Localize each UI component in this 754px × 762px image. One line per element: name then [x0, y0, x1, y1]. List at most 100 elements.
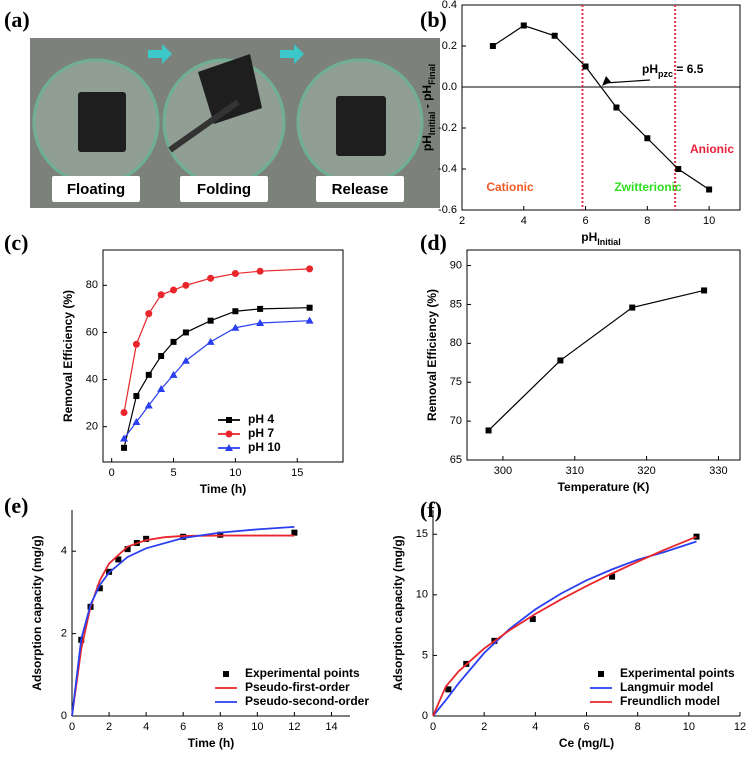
x-tick-label: 6: [582, 215, 588, 227]
marker: [132, 417, 141, 425]
marker: [144, 401, 153, 409]
marker: [706, 186, 713, 193]
marker: [445, 686, 452, 693]
marker: [291, 529, 298, 536]
marker: [207, 317, 214, 324]
caption: Folding: [197, 181, 251, 198]
marker: [120, 409, 128, 417]
y-tick-label: 85: [450, 298, 462, 310]
x-tick-label: 15: [291, 467, 303, 479]
y-tick-label: 0: [422, 710, 428, 722]
axis-label: pHInitial: [581, 230, 621, 247]
marker: [256, 319, 265, 327]
label-part: pH: [420, 135, 434, 151]
marker: [551, 32, 558, 39]
y-tick-label: 65: [450, 454, 462, 466]
axis-label: pHInitial - pHFinal: [420, 64, 437, 151]
frame: [461, 4, 741, 211]
region-label: Zwitterionic: [614, 180, 682, 194]
legend-entry: pH 10: [248, 440, 281, 454]
series-line: [123, 320, 310, 439]
marker: [207, 274, 215, 282]
axis-label: Time (h): [200, 482, 246, 496]
label-part: Adsorption capacity (mg/g): [30, 535, 44, 690]
panel-label: (e): [4, 493, 28, 518]
label-part: Initial: [597, 237, 621, 247]
marker: [256, 267, 264, 275]
y-tick-label: 80: [86, 279, 98, 291]
y-tick-label: 0.0: [442, 81, 457, 93]
series-line: [488, 289, 705, 431]
caption-box: [316, 176, 404, 202]
axis-label: Temperature (K): [558, 480, 650, 494]
series-line: [432, 535, 697, 717]
y-tick-label: 0: [61, 710, 67, 722]
label-part: Initial: [427, 112, 437, 136]
marker: [529, 616, 536, 623]
x-tick-label: 320: [637, 465, 655, 477]
y-tick-label: -0.4: [438, 163, 457, 175]
frame: [102, 249, 344, 463]
marker: [170, 338, 177, 345]
marker: [121, 444, 128, 451]
marker: [675, 166, 682, 172]
marker: [145, 310, 153, 318]
y-tick-label: 10: [416, 589, 428, 601]
marker: [182, 281, 190, 289]
panel-label: (f): [420, 497, 442, 522]
marker: [257, 305, 264, 312]
x-tick-label: 4: [521, 215, 527, 227]
series-line: [71, 525, 295, 717]
panel-label: (c): [4, 230, 28, 255]
label-part: Adsorption capacity (mg/g): [391, 535, 405, 690]
marker: [613, 104, 620, 111]
y-tick-label: 15: [416, 528, 428, 540]
x-tick-label: 8: [644, 215, 650, 227]
y-tick-label: -0.2: [438, 122, 457, 134]
photo-panel: (a): [4, 7, 440, 208]
marker: [133, 393, 140, 400]
x-tick-label: 2: [106, 721, 112, 733]
panel-label: (d): [420, 230, 447, 255]
x-tick-label: 4: [143, 721, 149, 733]
marker: [598, 671, 604, 677]
series-line: [492, 24, 710, 190]
y-tick-label: 0.2: [442, 40, 457, 52]
marker: [489, 43, 496, 49]
marker: [206, 337, 215, 345]
axis-label: Time (h): [188, 736, 234, 750]
marker: [701, 287, 708, 294]
axis-label: Ce (mg/L): [559, 736, 614, 750]
legend-entry: Pseudo-second-order: [245, 694, 369, 708]
marker: [629, 304, 636, 311]
caption-box: [180, 176, 268, 202]
legend-entry: Experimental points: [620, 666, 735, 680]
y-tick-label: 80: [450, 337, 462, 349]
marker: [582, 63, 589, 70]
region-label: Cationic: [486, 180, 534, 194]
x-tick-label: 12: [734, 721, 746, 733]
x-tick-label: 14: [325, 721, 337, 733]
marker: [158, 353, 165, 359]
marker: [226, 417, 232, 423]
caption-box: [52, 176, 140, 202]
series-line: [123, 307, 310, 449]
marker: [306, 265, 314, 273]
x-tick-label: 2: [459, 215, 465, 227]
label-part: = 6.5: [673, 62, 704, 76]
x-tick-label: 0: [69, 721, 75, 733]
marker: [157, 291, 165, 299]
y-tick-label: 20: [86, 421, 98, 433]
arrows: [148, 44, 304, 64]
label-part: - pH: [420, 85, 434, 112]
y-tick-label: 0.4: [442, 0, 457, 11]
legend-entry: pH 7: [248, 426, 274, 440]
y-tick-label: 70: [450, 415, 462, 427]
label-part: Removal Efficiency (%): [61, 290, 75, 422]
legend-entry: pH 4: [248, 412, 274, 426]
marker: [231, 323, 240, 331]
marker: [223, 671, 229, 677]
series-line: [123, 268, 310, 413]
x-tick-label: 10: [229, 467, 241, 479]
y-tick-label: 5: [422, 649, 428, 661]
